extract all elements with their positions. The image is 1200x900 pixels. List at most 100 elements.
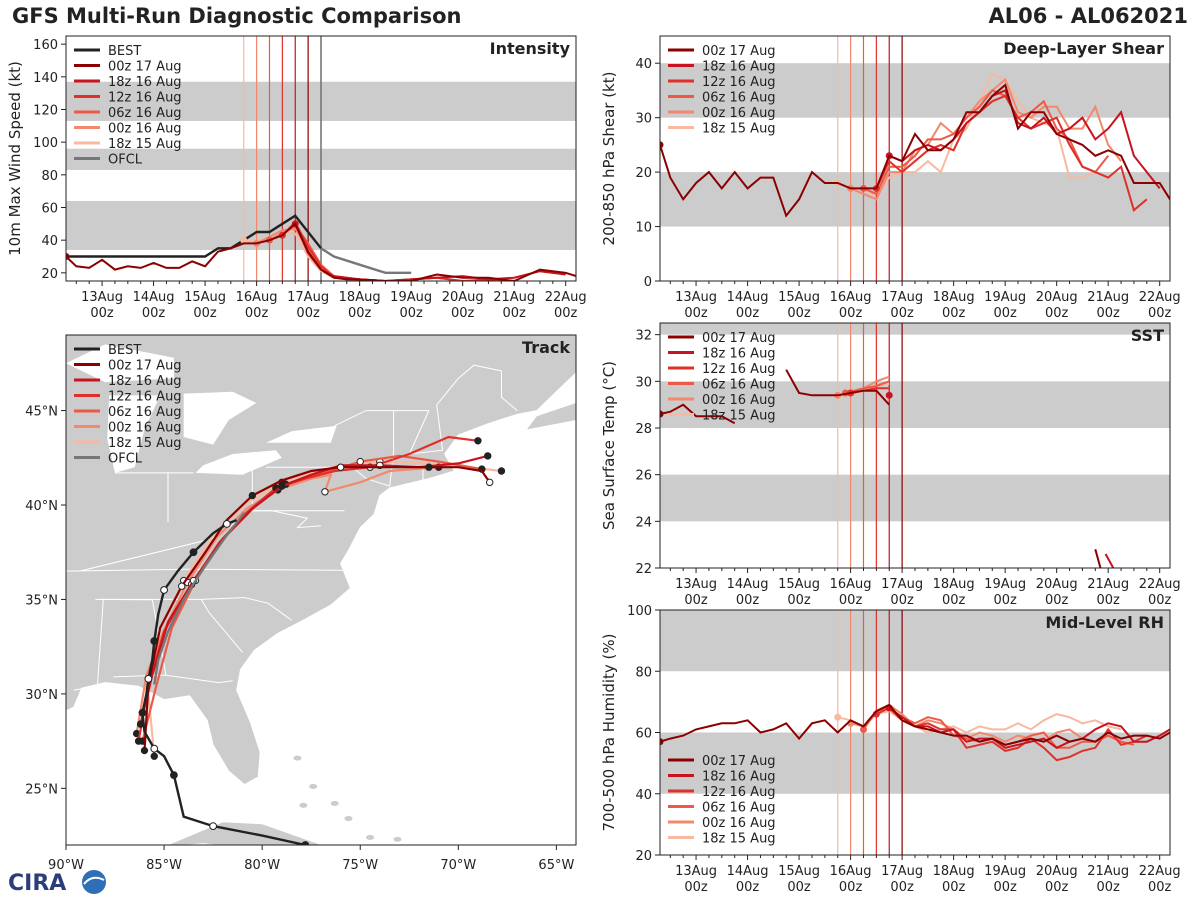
y-axis-label: 10m Max Wind Speed (kt): [6, 61, 24, 256]
y-tick-label: 120: [33, 104, 58, 119]
x-tick-label: 00z: [839, 880, 863, 895]
y-tick-label: 28: [635, 422, 652, 437]
y-tick-label: 80: [41, 169, 58, 184]
series-group: [660, 369, 1115, 568]
x-tick-label: 00z: [1045, 593, 1069, 608]
x-tick-label: 13Aug: [675, 290, 717, 305]
x-tick-label: 00z: [554, 306, 578, 321]
x-tick-label: 15Aug: [778, 577, 820, 592]
legend-label: 18z 16 Aug: [108, 374, 182, 389]
track-line: [143, 466, 491, 751]
state-border: [334, 410, 430, 455]
legend-label: 18z 16 Aug: [702, 347, 776, 362]
best-point: [169, 771, 178, 780]
island-6: [393, 836, 402, 842]
lon-tick-label: 80°W: [244, 858, 280, 873]
legend-label: OFCL: [108, 452, 143, 467]
state-border: [73, 599, 104, 691]
y-tick-label: 30: [635, 375, 652, 390]
island-0: [293, 755, 302, 761]
legend-label: 06z 16 Aug: [702, 378, 776, 393]
x-tick-label: 00z: [736, 306, 760, 321]
track-best: [141, 518, 306, 845]
legend-label: 00z 16 Aug: [108, 421, 182, 436]
x-tick-label: 00z: [348, 306, 372, 321]
x-tick-label: 21Aug: [1087, 290, 1129, 305]
x-tick-label: 00z: [1148, 593, 1172, 608]
track-point: [484, 452, 492, 460]
x-tick-label: 14Aug: [727, 577, 769, 592]
x-tick-label: 00z: [1148, 880, 1172, 895]
legend-label: 00z 17 Aug: [702, 331, 776, 346]
y-tick-label: 20: [41, 267, 58, 282]
y-tick-label: 24: [635, 515, 652, 530]
panel-track: 90°W 85°W 80°W 75°W 70°W 65°W 25°N 30°N 35°N 40°N…: [25, 334, 577, 873]
x-tick-label: 00z: [1148, 306, 1172, 321]
legend-label: 18z 16 Aug: [702, 60, 776, 75]
legend-label: 18z 15 Aug: [108, 436, 182, 451]
x-tick-label: 00z: [684, 306, 708, 321]
y-tick-label: 10: [635, 221, 652, 236]
x-tick-label: 00z: [839, 593, 863, 608]
lake-4: [266, 425, 337, 443]
y-tick-label: 0: [644, 275, 652, 290]
x-tick-label: 00z: [1096, 880, 1120, 895]
y-tick-label: 20: [635, 166, 652, 181]
legend-label: OFCL: [108, 153, 143, 168]
track-point: [425, 463, 433, 471]
y-tick-label: 100: [627, 604, 652, 619]
y-axis-label: 700-500 hPa Humidity (%): [600, 633, 618, 831]
legend-label: 12z 16 Aug: [702, 785, 776, 800]
y-tick-label: 40: [635, 57, 652, 72]
series-line: [875, 706, 1148, 762]
x-tick-label: 18Aug: [933, 864, 975, 879]
y-tick-label: 40: [41, 234, 58, 249]
y-tick-label: 60: [635, 727, 652, 742]
series-line: [888, 89, 1161, 190]
series-ofcl: [320, 247, 412, 274]
x-tick-label: 16Aug: [830, 290, 872, 305]
map-frame: [65, 334, 577, 846]
y-tick-label: 22: [635, 562, 652, 577]
x-tick-label: 00z: [787, 306, 811, 321]
shade-band-2: [660, 323, 1170, 335]
series-start-point: [66, 253, 70, 260]
x-tick-label: 20Aug: [442, 290, 484, 305]
state-border: [66, 568, 343, 572]
panel-rh: 2040608010013Aug00z14Aug00z15Aug00z16Aug…: [600, 604, 1181, 895]
x-tick-label: 00z: [245, 306, 269, 321]
lat-tick-label: 30°N: [25, 688, 58, 703]
state-border: [164, 674, 233, 684]
legend-label: 18z 16 Aug: [702, 770, 776, 785]
state-border: [409, 404, 444, 455]
track-point: [356, 457, 364, 466]
x-tick-label: 00z: [451, 306, 475, 321]
series-start-point: [885, 391, 893, 399]
cira-logo: CIRA: [8, 870, 106, 896]
series-line: [660, 403, 736, 425]
y-tick-label: 140: [33, 71, 58, 86]
island-4: [299, 802, 308, 808]
series-start-point: [660, 410, 664, 418]
series-line: [660, 83, 1170, 218]
panel-title: Track: [522, 338, 570, 357]
track-point: [178, 582, 186, 590]
best-point: [150, 744, 159, 753]
track-point: [248, 491, 257, 500]
x-tick-label: 17Aug: [881, 864, 923, 879]
best-point: [222, 519, 231, 528]
x-tick-label: 17Aug: [881, 577, 923, 592]
x-tick-label: 00z: [296, 306, 320, 321]
series-line: [850, 77, 1122, 201]
x-tick-label: 13Aug: [675, 577, 717, 592]
panel-title: Deep-Layer Shear: [1003, 39, 1164, 58]
x-tick-label: 00z: [993, 306, 1017, 321]
series-group: [660, 72, 1170, 218]
lake-3: [195, 450, 282, 475]
x-tick-label: 16Aug: [830, 577, 872, 592]
lon-tick-label: 90°W: [48, 858, 84, 873]
x-tick-label: 00z: [942, 306, 966, 321]
x-tick-label: 00z: [684, 593, 708, 608]
panel-shear: 01020304013Aug00z14Aug00z15Aug00z16Aug00…: [600, 35, 1181, 321]
